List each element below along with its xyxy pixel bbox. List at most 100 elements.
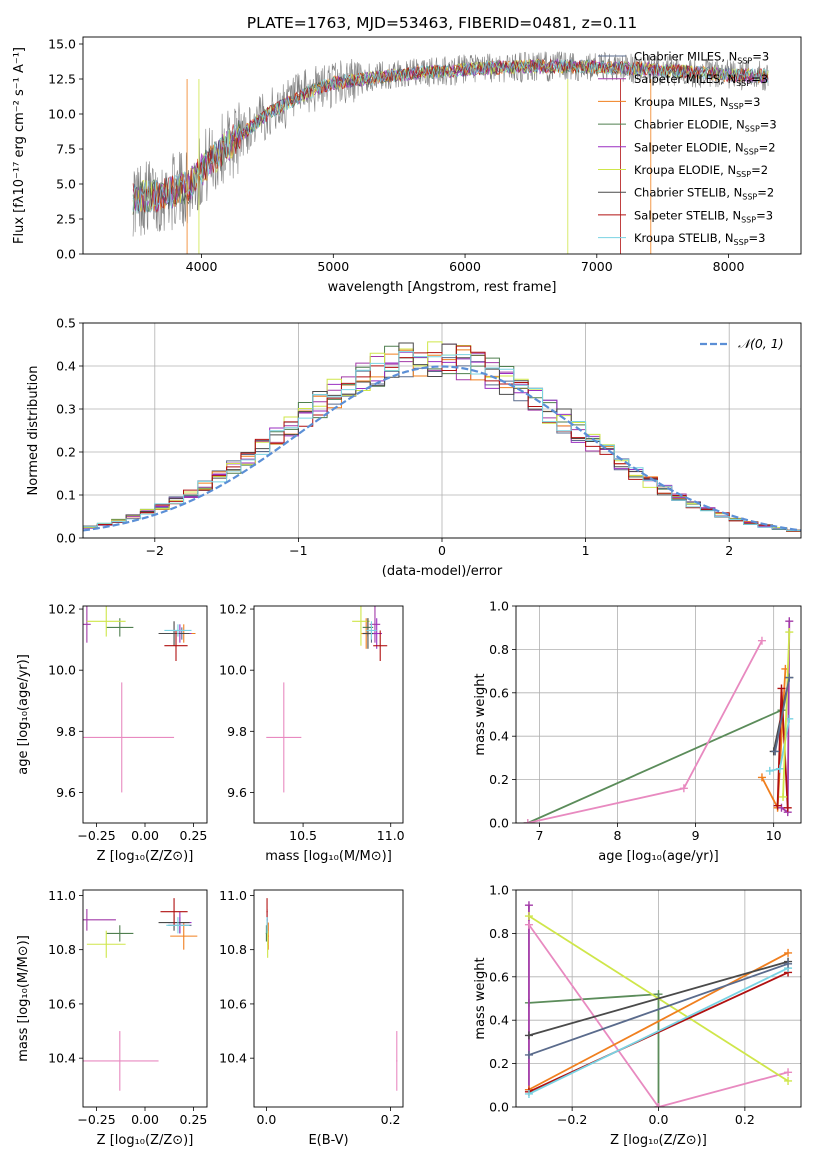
x-tick-label: 0.2 <box>735 1112 755 1127</box>
mass-weight-marker <box>679 784 688 793</box>
mass-weight-marker <box>757 636 766 645</box>
axes-frame <box>82 889 208 1108</box>
y-tick-label: 10.2 <box>219 602 247 617</box>
y-tick-label: 0.2 <box>56 445 76 460</box>
legend-label: Chabrier ELODIE, NSSP=3 <box>634 118 777 134</box>
legend-label-sub: SSP <box>744 147 759 156</box>
legend-label-sub: SSP <box>736 170 751 179</box>
legend-label: Salpeter MILES, NSSP=3 <box>634 72 768 88</box>
y-axis-label: mass weight <box>473 673 488 755</box>
y-tick-label: 0.3 <box>56 402 76 417</box>
axes-frame <box>82 36 802 255</box>
y-tick-label: 10.6 <box>48 996 76 1011</box>
legend-label-sub: SSP <box>729 102 744 111</box>
mass-weight-marker <box>524 1089 533 1098</box>
y-tick-label: 11.0 <box>48 888 76 903</box>
legend-label-tail: =2 <box>751 163 768 177</box>
y-tick-label: 0.0 <box>489 1100 509 1115</box>
y-tick-label: 0.0 <box>489 816 509 831</box>
x-tick-label: 9 <box>692 828 700 843</box>
y-tick-label: 0.2 <box>489 772 509 787</box>
y-tick-label: 0.4 <box>489 1013 509 1028</box>
y-tick-label: 0.5 <box>56 316 76 331</box>
axes-frame <box>253 889 404 1108</box>
mass-weight-marker <box>524 1031 533 1040</box>
x-tick-label: 0.25 <box>180 828 208 843</box>
axes-frame <box>515 889 802 1108</box>
mass-weight-marker <box>523 819 532 823</box>
mass-weight-marker <box>765 766 774 775</box>
y-tick-label: 10.8 <box>219 942 247 957</box>
panel-6: 0.0 0.2 10.4 10.6 10.8 11.0 E(B-V) <box>219 888 404 1148</box>
mass-weight-line <box>528 962 789 1056</box>
mass-weight-marker <box>784 959 793 968</box>
legend-label-base: Kroupa MILES, N <box>634 95 729 109</box>
legend-label-tail: =2 <box>757 186 774 200</box>
x-axis-label: Z [log₁₀(Z/Z⊙)] <box>97 849 194 864</box>
mass-weight-marker <box>785 628 794 637</box>
x-tick-label: 11.0 <box>377 828 405 843</box>
y-tick-label: 10.2 <box>48 602 76 617</box>
mass-weight-marker <box>784 948 793 957</box>
plot-area <box>132 51 769 254</box>
y-tick-label: 0.4 <box>489 729 509 744</box>
mass-weight-marker <box>771 747 780 756</box>
mass-weight-marker <box>783 803 792 812</box>
x-tick-label: 0.0 <box>256 1112 276 1127</box>
legend-label-base: Salpeter ELODIE, N <box>634 140 744 154</box>
y-tick-label: 1.0 <box>489 883 509 898</box>
mass-weight-marker <box>779 792 788 801</box>
plot-area <box>266 606 388 793</box>
chart-title: PLATE=1763, MJD=53463, FIBERID=0481, z=0… <box>247 14 637 32</box>
legend-label-base: Salpeter MILES, N <box>634 72 736 86</box>
legend-label: Chabrier MILES, NSSP=3 <box>634 50 769 66</box>
x-tick-label: 10 <box>766 828 782 843</box>
legend-label-base: Chabrier ELODIE, N <box>634 118 745 132</box>
y-tick-label: 9.6 <box>56 785 76 800</box>
y-tick-label: 10.0 <box>48 663 76 678</box>
x-tick-label: 0 <box>438 543 446 558</box>
x-axis-label: age [log₁₀(age/yr)] <box>598 849 719 864</box>
mass-weight-marker <box>524 901 533 910</box>
mass-weight-line <box>782 632 791 797</box>
legend-label-sub: SSP <box>734 238 749 247</box>
x-tick-label: −2 <box>146 543 164 558</box>
legend-label-base: Kroupa STELIB, N <box>634 231 734 245</box>
y-tick-label: 0.0 <box>56 531 76 546</box>
y-tick-label: 0.2 <box>489 1056 509 1071</box>
plot-area <box>524 901 793 1107</box>
legend-label-base: Kroupa ELODIE, N <box>634 163 736 177</box>
panel-0: 4000 5000 6000 7000 8000 0.0 2.5 5.0 7.5 10.0 12.5… <box>12 36 802 295</box>
x-tick-label: 10.5 <box>289 828 317 843</box>
mass-weight-marker <box>654 990 663 999</box>
axes-frame <box>82 322 802 539</box>
model-spectrum-line <box>132 59 769 214</box>
y-tick-label: 0.0 <box>56 247 76 262</box>
mass-weight-line <box>527 640 763 823</box>
y-axis-label: Normed distribution <box>26 366 41 496</box>
legend-label: Chabrier STELIB, NSSP=2 <box>634 186 774 202</box>
mass-weight-marker <box>524 920 533 929</box>
legend-label: Salpeter STELIB, NSSP=3 <box>634 208 773 224</box>
x-tick-label: 8000 <box>713 259 745 274</box>
panel-4: 7 8 9 10 0.0 0.2 0.4 0.6 0.8 1.0 age [log₁₀(age/yr… <box>473 599 802 864</box>
x-tick-label: 7000 <box>581 259 613 274</box>
legend-label-sub: SSP <box>741 215 756 224</box>
y-tick-label: 10.8 <box>48 942 76 957</box>
mass-weight-marker <box>773 801 782 810</box>
mass-weight-marker <box>785 617 794 626</box>
x-tick-label: 6000 <box>449 259 481 274</box>
legend-label-base: Salpeter STELIB, N <box>634 208 741 222</box>
y-tick-label: 1.0 <box>489 599 509 614</box>
x-tick-label: 7 <box>535 828 543 843</box>
legend-label: Kroupa STELIB, NSSP=3 <box>634 231 765 247</box>
mass-weight-line <box>528 952 789 1091</box>
x-tick-label: −1 <box>289 543 307 558</box>
mass-weight-line <box>528 993 660 1107</box>
y-tick-label: 10.0 <box>219 663 247 678</box>
mass-weight-marker <box>777 684 786 693</box>
legend-label-sub: SSP <box>736 79 751 88</box>
legend-label-tail: =3 <box>744 95 761 109</box>
plot-area <box>83 341 801 538</box>
x-tick-label: 1 <box>582 543 590 558</box>
